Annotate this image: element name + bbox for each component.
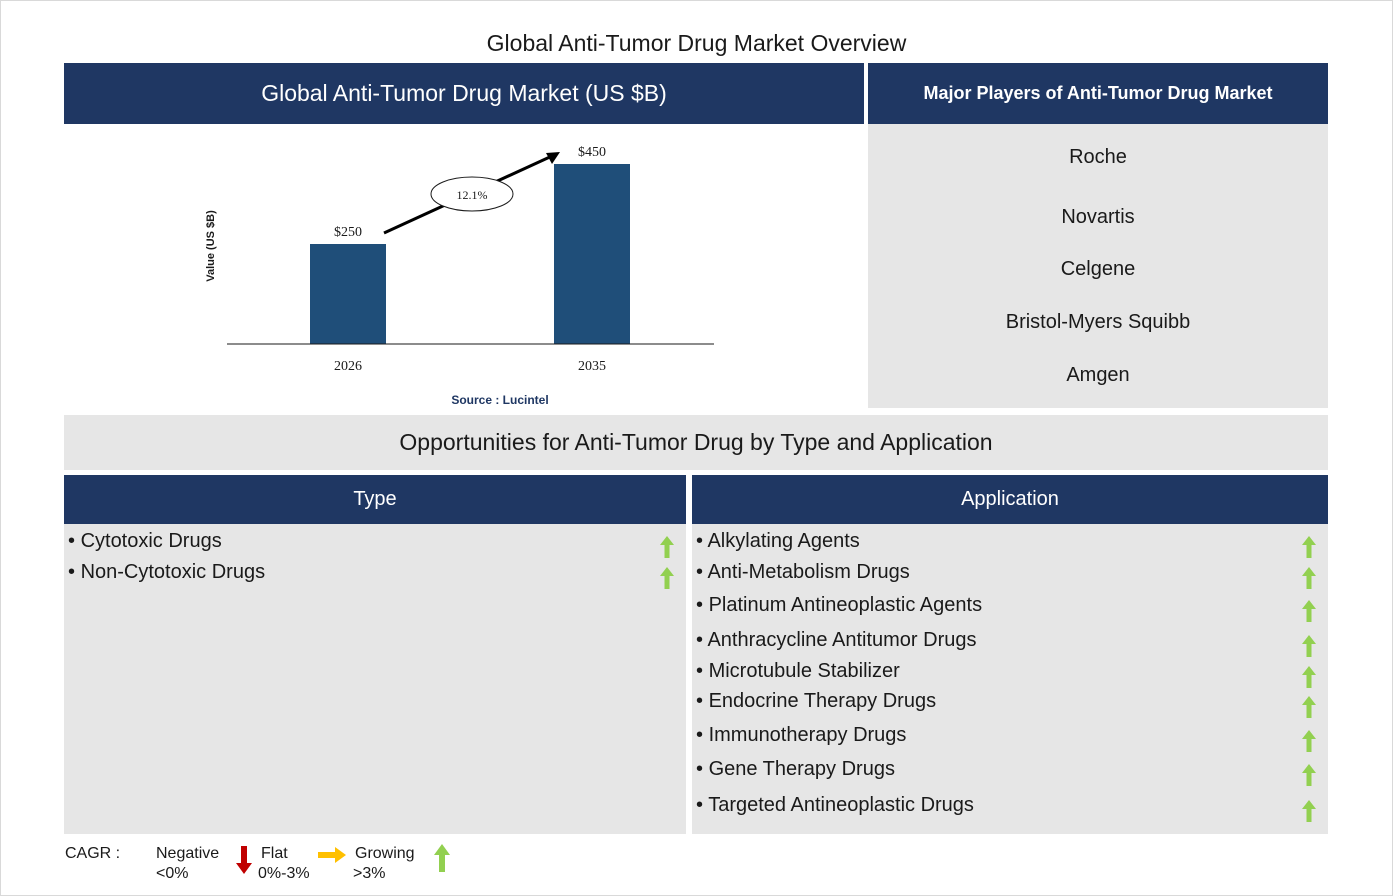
- bar: [310, 244, 386, 344]
- list-item-label: Anti-Metabolism Drugs: [707, 561, 910, 583]
- bullet-icon: •: [68, 530, 81, 552]
- green-up-arrow-icon: [660, 567, 674, 589]
- green-up-arrow-icon: [1302, 800, 1316, 822]
- bar-value-label: $450: [578, 145, 606, 160]
- list-item: • Endocrine Therapy Drugs: [696, 690, 1328, 713]
- application-column-body: • Alkylating Agents • Anti-Metabolism Dru…: [692, 524, 1328, 834]
- application-column-header-text: Application: [961, 488, 1059, 510]
- players-panel: Roche Novartis Celgene Bristol-Myers Squ…: [868, 124, 1328, 408]
- opportunities-title-bar: Opportunities for Anti-Tumor Drug by Typ…: [64, 415, 1328, 470]
- list-item: • Anti-Metabolism Drugs: [696, 561, 1328, 584]
- bullet-icon: •: [696, 561, 708, 583]
- green-up-arrow-icon: [1302, 567, 1316, 589]
- list-item: • Non-Cytotoxic Drugs: [68, 561, 686, 584]
- bar: [554, 164, 630, 344]
- bullet-icon: •: [696, 660, 709, 682]
- bullet-icon: •: [696, 690, 709, 712]
- type-column-header-text: Type: [353, 488, 397, 510]
- list-item: • Alkylating Agents: [696, 530, 1328, 553]
- bullet-icon: •: [696, 629, 708, 651]
- list-item-label: Anthracycline Antitumor Drugs: [707, 629, 977, 651]
- list-item-label: Targeted Antineoplastic Drugs: [708, 794, 974, 816]
- green-up-arrow-icon: [1302, 730, 1316, 752]
- players-panel-header-text: Major Players of Anti-Tumor Drug Market: [923, 83, 1273, 103]
- list-item: • Immunotherapy Drugs: [696, 724, 1328, 747]
- list-item-label: Cytotoxic Drugs: [80, 530, 222, 552]
- bullet-icon: •: [696, 724, 709, 746]
- list-item: • Gene Therapy Drugs: [696, 758, 1328, 781]
- bullet-icon: •: [696, 530, 708, 552]
- growth-arrow-head-icon: [546, 152, 560, 164]
- x-tick-label: 2035: [578, 359, 606, 374]
- legend-cagr-label: CAGR :: [65, 845, 121, 862]
- market-panel-header-text: Global Anti-Tumor Drug Market (US $B): [261, 80, 667, 106]
- green-up-arrow-icon: [1302, 635, 1316, 657]
- type-column-header: Type: [64, 475, 686, 524]
- player-item: Celgene: [1060, 258, 1136, 280]
- legend-growing-range: >3%: [353, 865, 386, 882]
- list-item: • Microtubule Stabilizer: [696, 660, 1328, 683]
- legend-flat-label: Flat: [261, 845, 288, 862]
- player-item: Amgen: [1066, 364, 1130, 386]
- opportunities-title: Opportunities for Anti-Tumor Drug by Typ…: [399, 429, 993, 455]
- bullet-icon: •: [696, 758, 709, 780]
- red-down-arrow-icon: [236, 846, 252, 874]
- chart-source: Source : Lucintel: [451, 393, 549, 407]
- x-tick-label: 2026: [334, 359, 362, 374]
- legend-growing-label: Growing: [355, 845, 415, 862]
- legend-flat-range: 0%-3%: [258, 865, 310, 882]
- cagr-label: 12.1%: [457, 188, 488, 202]
- list-item: • Targeted Antineoplastic Drugs: [696, 794, 1328, 817]
- players-panel-header: Major Players of Anti-Tumor Drug Market: [868, 63, 1328, 124]
- list-item: • Cytotoxic Drugs: [68, 530, 686, 553]
- bar-value-label: $250: [334, 225, 362, 240]
- green-up-arrow-icon: [1302, 696, 1316, 718]
- market-panel-header: Global Anti-Tumor Drug Market (US $B): [64, 63, 864, 124]
- list-item-label: Gene Therapy Drugs: [708, 758, 895, 780]
- player-item: Novartis: [1061, 206, 1135, 228]
- yellow-right-arrow-icon: [318, 847, 346, 863]
- y-axis-label: Value (US $B): [205, 210, 217, 282]
- list-item-label: Platinum Antineoplastic Agents: [708, 594, 983, 616]
- legend-negative-label: Negative: [156, 845, 220, 862]
- green-up-arrow-icon: [434, 844, 450, 872]
- list-item-label: Alkylating Agents: [707, 530, 860, 552]
- list-item-label: Non-Cytotoxic Drugs: [80, 561, 266, 583]
- player-item: Bristol-Myers Squibb: [1005, 311, 1191, 333]
- player-item: Roche: [1069, 146, 1127, 168]
- list-item-label: Microtubule Stabilizer: [708, 660, 900, 682]
- bullet-icon: •: [696, 794, 709, 816]
- green-up-arrow-icon: [1302, 600, 1316, 622]
- application-column-header: Application: [692, 475, 1328, 524]
- list-item: • Anthracycline Antitumor Drugs: [696, 629, 1328, 652]
- list-item: • Platinum Antineoplastic Agents: [696, 594, 1328, 617]
- green-up-arrow-icon: [1302, 536, 1316, 558]
- green-up-arrow-icon: [1302, 764, 1316, 786]
- list-item-label: Immunotherapy Drugs: [708, 724, 907, 746]
- green-up-arrow-icon: [660, 536, 674, 558]
- page-title: Global Anti-Tumor Drug Market Overview: [486, 30, 907, 56]
- bullet-icon: •: [68, 561, 81, 583]
- type-column-body: • Cytotoxic Drugs • Non-Cytotoxic Drugs: [64, 524, 686, 834]
- list-item-label: Endocrine Therapy Drugs: [708, 690, 937, 712]
- market-bar-chart: $250 2026 $450 2035 Value (US $B) 12.1%: [205, 145, 714, 374]
- cagr-bubble: [430, 176, 514, 212]
- green-up-arrow-icon: [1302, 666, 1316, 688]
- legend-negative-range: <0%: [156, 865, 189, 882]
- bullet-icon: •: [696, 594, 709, 616]
